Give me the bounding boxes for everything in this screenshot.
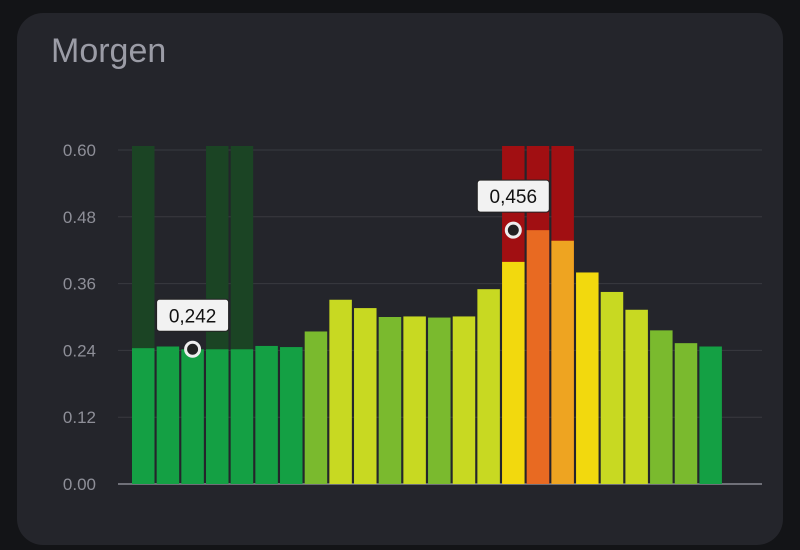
bar <box>625 309 648 484</box>
y-tick-label: 0.12 <box>63 408 96 427</box>
bar <box>329 299 352 484</box>
bar <box>156 346 180 484</box>
y-tick-label: 0.00 <box>63 475 96 494</box>
bar <box>354 308 377 484</box>
value-tooltip <box>476 179 550 213</box>
bar <box>378 317 402 484</box>
y-tick-label: 0.36 <box>63 275 96 294</box>
bar <box>403 316 426 484</box>
bar <box>699 346 722 484</box>
bar <box>230 349 254 484</box>
bar <box>502 261 525 484</box>
card-title: Morgen <box>51 32 167 70</box>
y-tick-label: 0.24 <box>63 341 96 360</box>
y-tick-label: 0.48 <box>63 208 96 227</box>
bar <box>576 272 599 484</box>
bar <box>132 348 155 484</box>
bar <box>477 289 500 484</box>
bar <box>280 347 303 484</box>
bar <box>452 316 476 484</box>
y-tick-label: 0.60 <box>63 141 96 160</box>
data-point-marker <box>504 221 522 239</box>
bar <box>181 349 204 484</box>
bar <box>551 240 574 484</box>
bar <box>650 330 673 484</box>
bar <box>674 343 698 484</box>
tooltip-value: 0,242 <box>169 306 217 327</box>
data-point-marker <box>184 340 202 358</box>
bar <box>255 345 278 484</box>
bar <box>304 331 328 484</box>
bar <box>600 291 624 484</box>
value-tooltip <box>156 298 230 332</box>
bar <box>526 230 550 484</box>
bar <box>206 349 229 484</box>
bar <box>428 317 451 484</box>
tooltip-value: 0,456 <box>490 187 538 208</box>
